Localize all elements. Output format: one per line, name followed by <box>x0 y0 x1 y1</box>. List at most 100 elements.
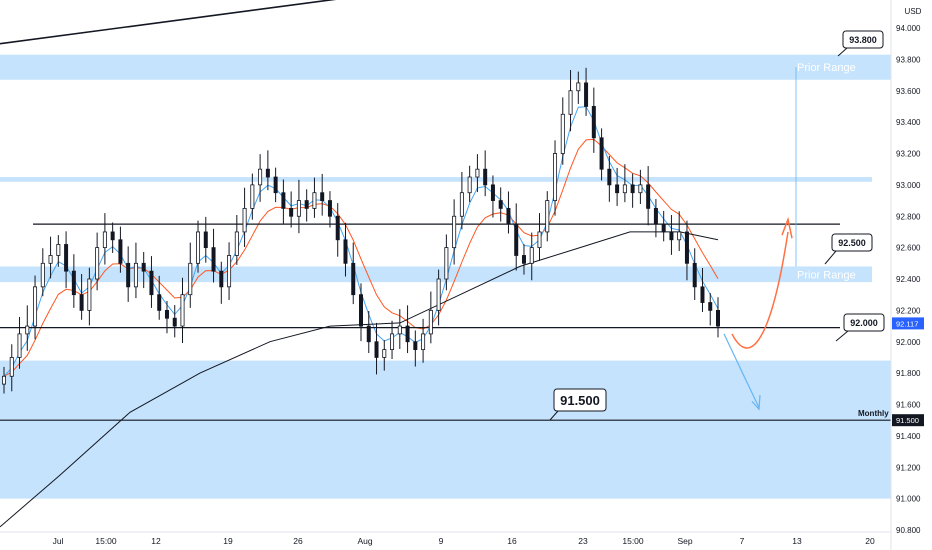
candle-body <box>692 262 697 288</box>
candle-body <box>677 231 682 241</box>
candle-body <box>320 192 325 201</box>
candle-body <box>258 168 263 186</box>
time-axis[interactable]: Jul 15:00 12 19 26 Aug 9 16 23 15:00 Sep 7 13 20 <box>53 536 875 546</box>
x-tick-label: Aug <box>357 536 372 546</box>
candle-body <box>514 223 519 256</box>
candle-body <box>40 262 45 288</box>
y-tick-label: 92.600 <box>896 244 921 253</box>
candle-body <box>304 200 309 209</box>
candle-body <box>622 184 627 194</box>
candle-body <box>506 208 511 225</box>
y-tick-label: 93.600 <box>896 87 921 96</box>
candle-body <box>529 247 534 264</box>
candle-body <box>327 200 332 217</box>
trend-line <box>0 0 337 45</box>
candle-body <box>164 309 169 319</box>
candle-body <box>343 239 348 264</box>
candle-body <box>351 262 356 296</box>
callout-label: 93.800 <box>849 35 877 45</box>
y-tick-label: 91.000 <box>896 495 921 504</box>
callout-pointer <box>837 47 848 57</box>
candle-body <box>180 294 185 327</box>
candle-body <box>126 262 131 288</box>
levels-layer <box>0 67 891 421</box>
candle-body <box>390 333 395 350</box>
candle-body <box>490 184 495 201</box>
candle-body <box>25 325 30 335</box>
candle-body <box>421 333 426 350</box>
y-tick-label: 92.000 <box>896 338 921 347</box>
candle-body <box>149 270 154 296</box>
candle-body <box>475 168 480 178</box>
candle-body <box>102 231 107 249</box>
last-price-badge-text: 92.117 <box>896 319 918 328</box>
y-tick-label: 93.200 <box>896 150 921 159</box>
callout-pointer <box>835 330 849 342</box>
candle-body <box>48 255 53 264</box>
candle-body <box>95 247 100 280</box>
candle-body <box>444 247 449 280</box>
currency-label: USD <box>905 7 922 16</box>
candle-body <box>79 294 84 311</box>
x-tick-label: Sep <box>677 536 692 546</box>
candle-body <box>56 244 61 256</box>
candle-body <box>700 286 705 303</box>
candle-body <box>133 262 138 288</box>
candle-body <box>273 176 278 194</box>
annotations-layer: 93.800 92.500 92.000 91.500 Monthly 91.500 92.… <box>549 30 924 427</box>
y-tick-label: 90.800 <box>896 526 921 535</box>
y-tick-label: 91.400 <box>896 432 921 441</box>
candle-body <box>157 294 162 311</box>
y-tick-label: 93.800 <box>896 55 921 64</box>
x-tick-label: 16 <box>507 536 517 546</box>
candle-body <box>71 270 76 296</box>
candle-body <box>234 231 239 256</box>
x-tick-label: 15:00 <box>622 536 644 546</box>
candle-body <box>568 90 573 115</box>
candle-body <box>289 208 294 217</box>
last-price-badge <box>892 317 924 330</box>
price-axis[interactable]: 94.000 93.800 93.600 93.400 93.200 93.000 92.8… <box>896 24 921 535</box>
candle-body <box>591 106 596 139</box>
candle-body <box>219 270 224 288</box>
candle-body <box>584 82 589 107</box>
monthly-price-badge-text: 91.500 <box>896 416 919 425</box>
x-tick-label: 19 <box>223 536 233 546</box>
candle-body <box>366 325 371 343</box>
monthly-price-badge <box>892 414 924 427</box>
zone-label: Prior Range <box>797 62 856 74</box>
candle-body <box>708 302 713 311</box>
candle-body <box>296 200 301 217</box>
candle-body <box>172 317 177 327</box>
candle-body <box>203 231 208 249</box>
candle-body <box>599 137 604 170</box>
candle-body <box>615 184 620 194</box>
bearish-projection-path <box>723 333 760 408</box>
candle-body <box>661 223 666 233</box>
bearish-arrowhead <box>751 395 761 411</box>
candle-body <box>374 341 379 358</box>
bullish-projection-path <box>731 231 789 349</box>
candle-body <box>211 247 216 272</box>
candle-body <box>428 309 433 335</box>
candles-layer <box>2 67 721 394</box>
candle-body <box>716 309 721 327</box>
zone-band <box>0 360 891 499</box>
candle-body <box>250 184 255 209</box>
callout-box <box>553 388 607 412</box>
callout-label: 92.500 <box>838 238 866 248</box>
candle-body <box>483 168 488 186</box>
callout-91500: 91.500 <box>549 388 607 421</box>
y-tick-label: 93.000 <box>896 181 921 190</box>
zones-layer: Prior Range Prior Range <box>0 54 891 499</box>
candle-body <box>2 375 7 385</box>
candle-body <box>335 215 340 241</box>
candle-body <box>669 231 674 241</box>
callout-box <box>842 30 884 49</box>
candle-body <box>684 231 689 264</box>
candle-body <box>265 168 270 178</box>
candle-body <box>436 278 441 311</box>
ema-medium-line <box>3 138 719 377</box>
callout-92500: 92.500 <box>824 233 873 265</box>
